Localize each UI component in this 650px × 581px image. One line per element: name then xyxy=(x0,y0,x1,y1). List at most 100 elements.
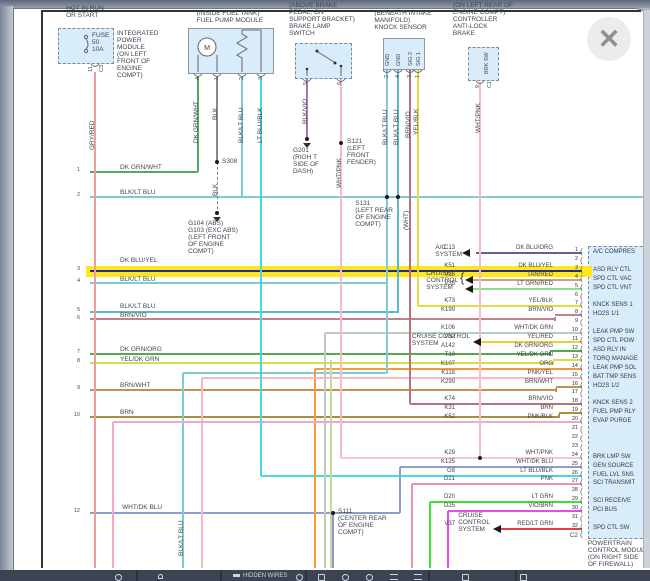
pcm-terminal-label: KNCK SENS 2 xyxy=(593,400,633,406)
pcm-pin-number: 18 xyxy=(571,398,578,404)
terminal: SIG 1 xyxy=(416,51,422,66)
pin: 3 xyxy=(258,76,264,80)
wire-label: WHT/PNK xyxy=(475,103,482,133)
wire-label: WHT/PNK xyxy=(336,158,343,188)
row-num: 8 xyxy=(76,358,80,364)
search-icon[interactable] xyxy=(342,574,349,581)
wire xyxy=(418,305,582,307)
wire-label: BRN/VIO xyxy=(120,312,147,319)
wire-label: YEL/DK GRN xyxy=(120,356,160,363)
switch-pivot-dot xyxy=(315,49,319,53)
wire xyxy=(480,341,582,343)
wire xyxy=(411,484,413,568)
junction-node xyxy=(331,511,335,515)
splice-s121: S121 (LEFT FRONT FENDER) xyxy=(347,138,376,166)
pcm-wire-color: PNK/BLK xyxy=(527,414,553,420)
row-num: 4 xyxy=(76,278,80,284)
save-icon[interactable] xyxy=(520,574,527,581)
pcm-pin-bracket: ( xyxy=(580,443,583,452)
pcm-pin-bracket: ( xyxy=(580,354,583,363)
pcm-wire-color: DK BLU/YEL xyxy=(518,263,553,269)
pcm-pin-bracket: ( xyxy=(580,318,583,327)
toolbar-divider xyxy=(515,570,517,581)
pcm-pin-number: 10 xyxy=(571,327,578,333)
pcm-terminal-label: TORQ MANAGE xyxy=(593,356,638,362)
wire-label: BLK/LT BLU xyxy=(120,303,156,310)
pcm-pin-bracket: ( xyxy=(580,523,583,532)
pcm-wire-color: BRN/VIO xyxy=(528,307,553,313)
row-num: 12 xyxy=(73,508,80,514)
wire xyxy=(554,317,556,321)
pin: 1 xyxy=(415,74,421,78)
junction-node xyxy=(339,141,343,145)
pcm-pin-bracket: ( xyxy=(580,407,583,416)
pcm-pin-number: 25 xyxy=(571,461,578,467)
motor-symbol-label: M xyxy=(204,45,210,52)
pcm-terminal-label: SPD CTL SW xyxy=(593,525,630,531)
pcm-wire-color: TAN/RED xyxy=(527,272,553,278)
close-button[interactable]: ✕ xyxy=(587,17,631,61)
wire xyxy=(330,360,332,568)
hidden-wires-button[interactable]: HIDDEN WIRES xyxy=(243,573,288,579)
splice-s308: S308 xyxy=(222,158,238,165)
brace: { xyxy=(460,270,465,285)
pcm-wire-id: C13 xyxy=(443,245,455,251)
wire-label: BRN xyxy=(120,409,134,416)
pcm-wire-id: G8 xyxy=(446,468,455,474)
wire-arrowhead xyxy=(462,249,470,257)
pcm-wire-color: BRN/VIO xyxy=(528,396,553,402)
desktop-left-strip xyxy=(0,6,13,581)
switch-lead-dot xyxy=(305,67,309,71)
fuse-box xyxy=(58,28,114,64)
settings-icon[interactable] xyxy=(390,574,398,580)
zoom-icon[interactable] xyxy=(366,574,373,581)
junction-node xyxy=(215,160,219,164)
pcm-terminal-label: GEN SOURCE xyxy=(593,463,634,469)
pcm-wire-id: V36 xyxy=(444,272,455,278)
dots-icon[interactable] xyxy=(233,574,240,577)
brake-switch-title: (ABOVE BRAKE PEDAL, ON SUPPORT BRACKET) … xyxy=(289,2,355,37)
pin: 9 xyxy=(475,84,481,88)
row-num: 7 xyxy=(76,349,80,355)
pcm-pin-number: 23 xyxy=(571,443,578,449)
clock-icon[interactable] xyxy=(115,574,122,581)
pcm-wire-id: K299 xyxy=(440,379,455,385)
pcm-terminal-label: LEAK PMP SOL xyxy=(593,365,637,371)
wire xyxy=(183,372,387,374)
wire-label: GRY/RED xyxy=(89,120,96,151)
row-num: 1 xyxy=(76,167,80,173)
pcm-pin-bracket: ( xyxy=(580,470,583,479)
pcm-pin-number: 19 xyxy=(571,407,578,413)
pcm-pin-bracket: ( xyxy=(580,300,583,309)
pcm-wire-color: DK GRN/ORG xyxy=(514,343,553,349)
wire xyxy=(559,412,582,414)
pcm-pin-number: 29 xyxy=(571,496,578,502)
pcm-wire-id: K118 xyxy=(441,370,455,376)
pcm-wire-id: K199 xyxy=(440,307,455,313)
bottom-toolbar: HIDDEN WIRES xyxy=(0,570,650,581)
wire xyxy=(553,359,582,361)
splice-s111: S111 (CENTER REAR OF ENGINE COMPT) xyxy=(338,508,387,536)
window-icon[interactable] xyxy=(318,574,325,581)
pcm-pin-bracket: ( xyxy=(580,398,583,407)
pcm-wire-color: YEL/BLK xyxy=(528,298,553,304)
wire xyxy=(202,377,582,379)
brake-switch-box xyxy=(295,43,352,79)
refresh-icon[interactable] xyxy=(296,574,303,581)
pcm-c2-bracket: ( xyxy=(580,530,583,539)
wire xyxy=(90,362,553,364)
printer-icon[interactable] xyxy=(462,574,469,581)
user-icon[interactable] xyxy=(158,574,163,579)
sort-icon[interactable] xyxy=(414,574,422,580)
pcm-wire-id: K29 xyxy=(444,450,455,456)
pcm-wire-id: K125 xyxy=(440,459,455,465)
pin: 4 xyxy=(395,74,401,78)
wire xyxy=(90,196,643,198)
pcm-pin-bracket: ( xyxy=(580,336,583,345)
pcm-pin-number: 20 xyxy=(571,416,578,422)
system-label-cruise: CRUISE CONTROL SYSTEM xyxy=(411,333,470,347)
pcm-pin-bracket: ( xyxy=(580,425,583,434)
wire xyxy=(447,511,449,568)
dialog-scrollbar[interactable] xyxy=(643,10,650,568)
